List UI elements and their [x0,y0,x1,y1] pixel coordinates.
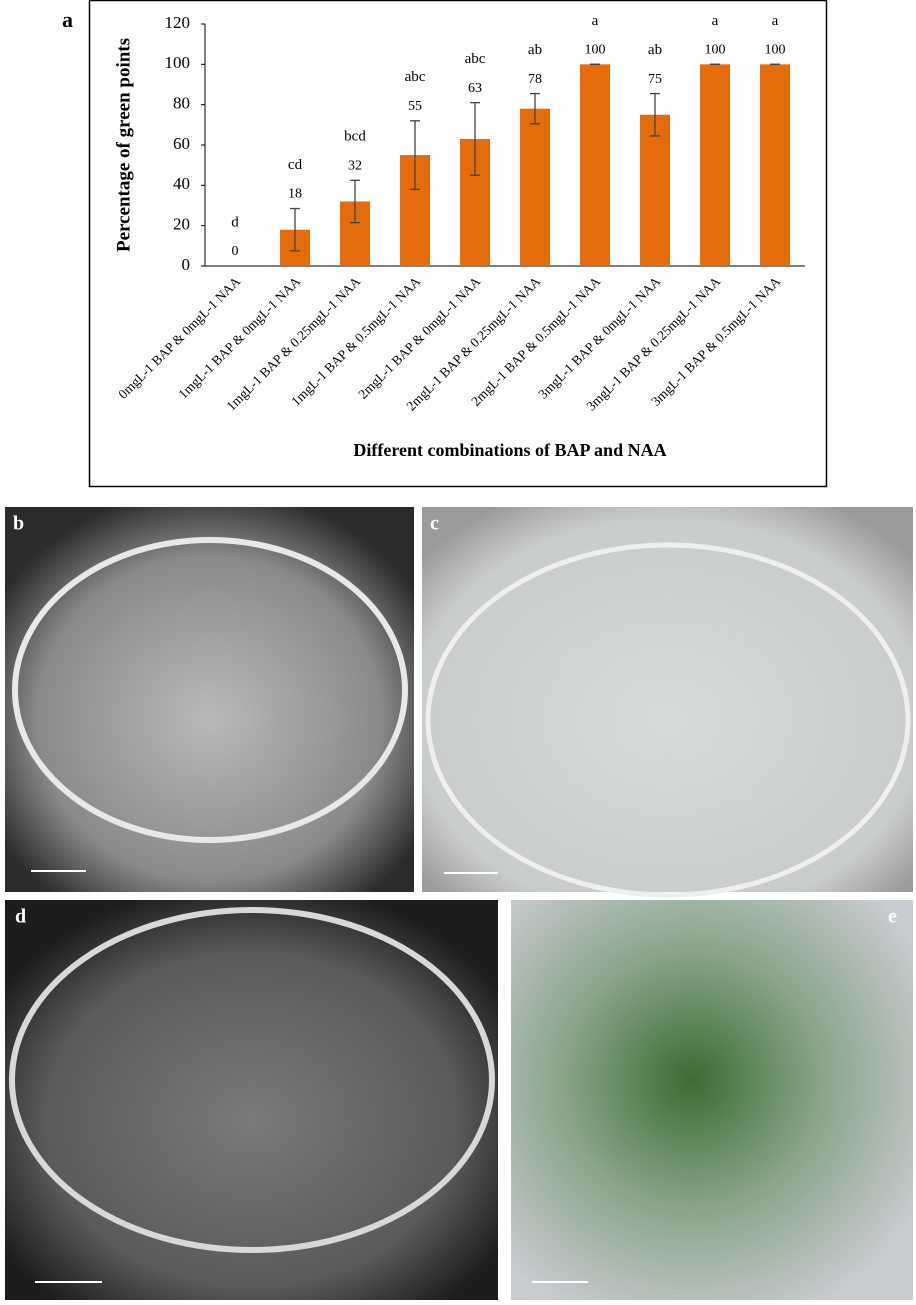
bar [520,108,550,266]
value-label: 0 [232,244,239,259]
significance-letter: a [592,13,599,29]
y-axis-label: Percentage of green points [113,38,134,252]
y-tick-label: 40 [173,174,190,193]
petri-dish [9,907,495,1253]
value-label: 100 [585,43,606,58]
y-tick-label: 60 [173,134,190,153]
bar [700,64,730,266]
photo [5,900,498,1300]
error-bar [530,92,540,125]
photo [5,507,414,892]
significance-letter: abc [405,69,426,85]
error-bar [410,120,420,191]
panel-label: e [888,906,897,928]
significance-letter: a [772,13,779,29]
photo-panels [5,507,913,1300]
error-bar [350,179,360,224]
value-label: 55 [408,99,422,114]
error-bar [650,92,660,137]
error-bar [290,207,300,252]
panel-label: b [13,513,24,535]
significance-letter: abc [465,51,486,67]
petri-dish [425,542,911,898]
y-tick-label: 80 [173,94,190,113]
value-label: 100 [705,43,726,58]
significance-letter: cd [288,157,303,173]
panel-label: a [62,7,73,32]
value-label: 32 [348,159,362,174]
y-tick-label: 20 [173,215,190,234]
photo [422,507,913,892]
significance-letter: d [231,214,239,230]
value-label: 100 [765,43,786,58]
significance-letter: bcd [344,129,366,145]
petri-dish [12,537,408,843]
significance-letter: ab [648,42,662,58]
panel-label: d [15,906,26,928]
photo [511,900,913,1300]
significance-letter: ab [528,42,542,58]
y-tick-label: 120 [165,13,191,32]
error-bar [470,102,480,176]
significance-letter: a [712,13,719,29]
bar [640,114,670,266]
value-label: 78 [528,72,542,87]
panel-label: c [430,513,439,535]
bar [580,64,610,266]
value-label: 18 [288,187,302,202]
value-label: 63 [468,81,482,96]
y-tick-label: 100 [165,53,191,72]
y-tick-label: 0 [182,255,191,274]
x-axis-label: Different combinations of BAP and NAA [353,440,666,460]
value-label: 75 [648,72,662,87]
bar [760,64,790,266]
